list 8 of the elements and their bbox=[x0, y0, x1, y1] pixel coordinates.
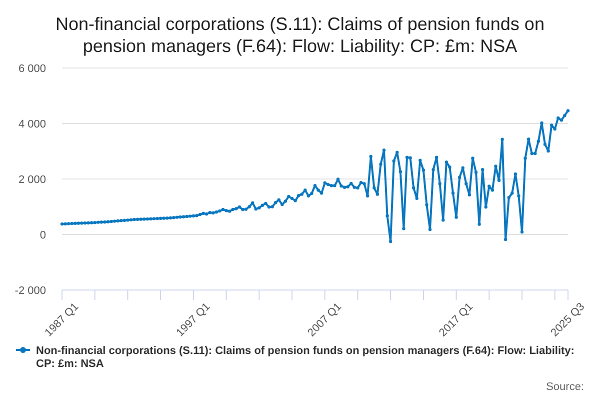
y-tick-label: -2 000 bbox=[14, 285, 46, 297]
y-tick-label: 4 000 bbox=[18, 118, 46, 130]
y-tick-label: 6 000 bbox=[18, 63, 46, 75]
legend-label: Non-financial corporations (S.11): Claims of pension funds on pension managers (F.64): Flow: Liability: CP: £m: NSA bbox=[36, 345, 574, 370]
y-tick-label: 0 bbox=[40, 230, 46, 242]
chart-title: Non-financial corporations (S.11): Claims of pension funds on pension managers (F.64): Flow: Liability: CP: £m: NSA bbox=[56, 14, 544, 56]
source-note: Source: bbox=[546, 381, 584, 393]
y-tick-label: 2 000 bbox=[18, 174, 46, 186]
